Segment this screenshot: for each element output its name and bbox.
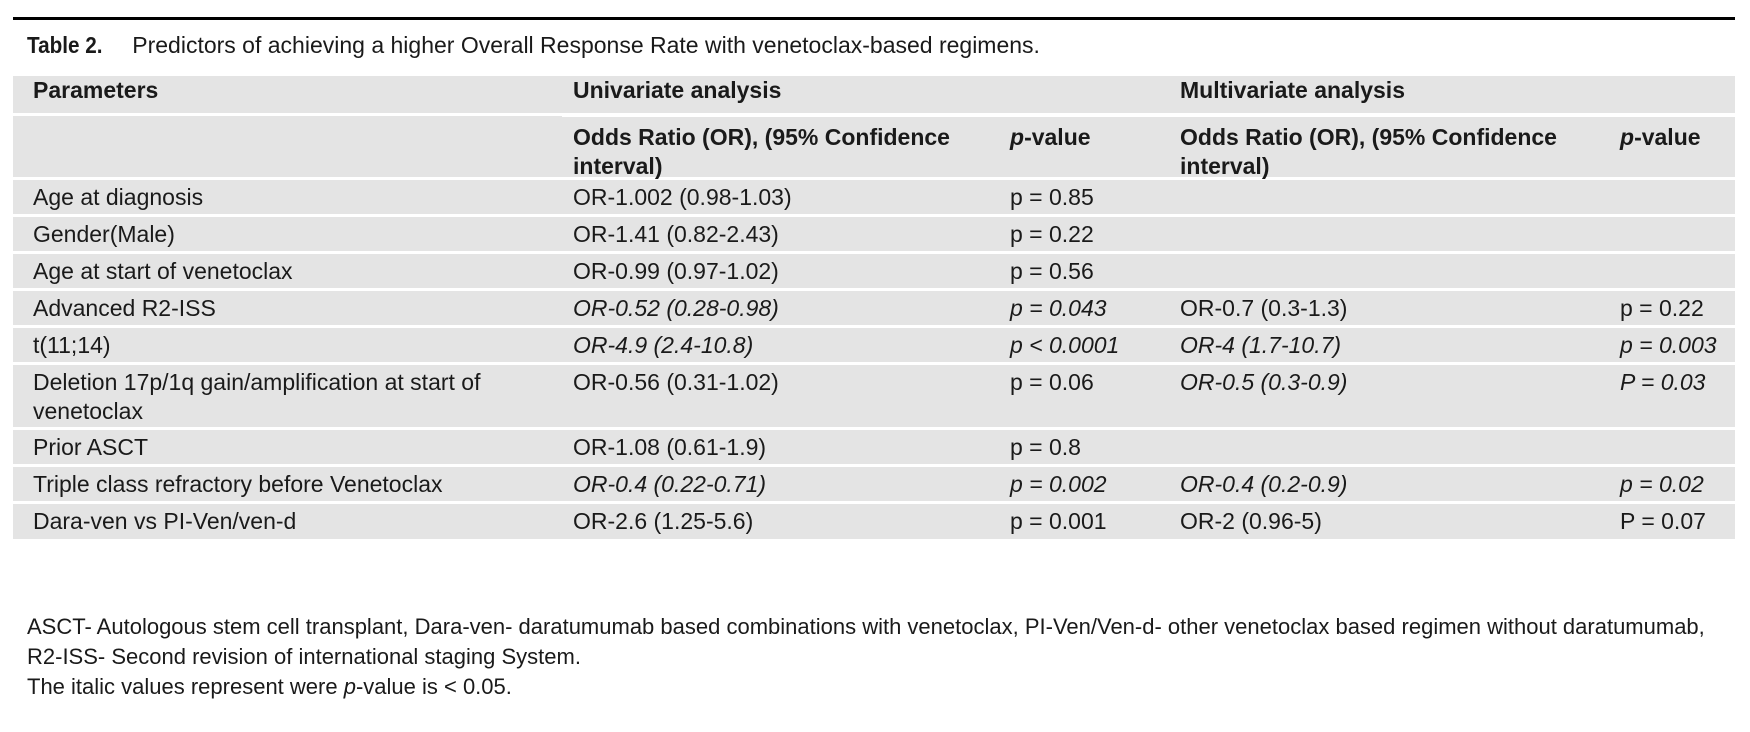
footnote-note-p: p — [343, 674, 356, 699]
row-multi-or: OR-0.4 (0.2-0.9) — [1180, 471, 1348, 497]
header-multi-p: p-value — [1620, 123, 1735, 152]
row-multi-p: P = 0.07 — [1620, 508, 1706, 534]
row-uni-or: OR-0.56 (0.31-1.02) — [573, 369, 779, 395]
row-multi-p: p = 0.003 — [1620, 332, 1717, 358]
row-multi-p: P = 0.03 — [1620, 369, 1706, 395]
table-title: Predictors of achieving a higher Overall… — [132, 32, 1040, 58]
footnote-note-end: -value is < 0.05. — [355, 674, 512, 699]
predictors-table: Parameters Univariate analysis Multivari… — [13, 76, 1735, 539]
row-uni-or: OR-1.08 (0.61-1.9) — [573, 434, 767, 460]
row-uni-or: OR-0.52 (0.28-0.98) — [573, 295, 779, 321]
row-multi-or: OR-0.5 (0.3-0.9) — [1180, 369, 1348, 395]
row-parameter: Triple class refractory before Venetocla… — [33, 471, 443, 497]
table-label: Table 2. — [27, 32, 103, 58]
row-multi-or: OR-2 (0.96-5) — [1180, 508, 1322, 534]
row-uni-p: p = 0.002 — [1010, 471, 1107, 497]
row-uni-p: p = 0.85 — [1010, 184, 1094, 210]
row-parameter: t(11;14) — [33, 332, 111, 358]
row-uni-or: OR-0.99 (0.97-1.02) — [573, 258, 779, 284]
row-parameter: Age at diagnosis — [33, 184, 204, 210]
header-row-columns: Odds Ratio (OR), (95% Confidence interva… — [13, 113, 1735, 180]
row-uni-or: OR-1.41 (0.82-2.43) — [573, 221, 779, 247]
row-uni-p: p = 0.22 — [1010, 221, 1094, 247]
row-uni-or: OR-1.002 (0.98-1.03) — [573, 184, 792, 210]
header-uni-p-italic: p — [1010, 124, 1025, 150]
header-multi-p-italic: p — [1620, 124, 1635, 150]
header-multi-p-rest: -value — [1634, 124, 1701, 150]
row-parameter: Advanced R2-ISS — [33, 295, 216, 321]
footnote-note-start: The italic values represent were — [27, 674, 344, 699]
footnote-abbreviations: ASCT- Autologous stem cell transplant, D… — [27, 614, 1705, 669]
row-uni-or: OR-2.6 (1.25-5.6) — [573, 508, 754, 534]
header-multivariate: Multivariate analysis — [1180, 77, 1405, 103]
table-row: Advanced R2-ISS OR-0.52 (0.28-0.98) p = … — [13, 291, 1735, 328]
row-parameter: Age at start of venetoclax — [33, 258, 293, 284]
header-parameters: Parameters — [33, 77, 159, 103]
header-uni-p: p-value — [1010, 123, 1160, 152]
row-uni-or: OR-4.9 (2.4-10.8) — [573, 332, 754, 358]
table-row: Age at start of venetoclax OR-0.99 (0.97… — [13, 254, 1735, 291]
row-multi-p: p = 0.02 — [1620, 471, 1704, 497]
table-caption: Table 2. Predictors of achieving a highe… — [27, 30, 1040, 61]
row-parameter: Dara-ven vs PI-Ven/ven-d — [33, 508, 297, 534]
row-multi-p: p = 0.22 — [1620, 295, 1704, 321]
header-univariate: Univariate analysis — [573, 77, 782, 103]
top-rule — [13, 17, 1735, 20]
row-parameter: Gender(Male) — [33, 221, 175, 247]
table-row: Age at diagnosis OR-1.002 (0.98-1.03) p … — [13, 180, 1735, 217]
header-multi-or: Odds Ratio (OR), (95% Confidence interva… — [1180, 124, 1557, 179]
table-row: Triple class refractory before Venetocla… — [13, 467, 1735, 504]
row-uni-p: p = 0.06 — [1010, 369, 1094, 395]
row-uni-p: p = 0.001 — [1010, 508, 1107, 534]
table-footnote: ASCT- Autologous stem cell transplant, D… — [27, 612, 1727, 702]
table-row: t(11;14) OR-4.9 (2.4-10.8) p < 0.0001 OR… — [13, 328, 1735, 365]
table-row: Deletion 17p/1q gain/amplification at st… — [13, 365, 1735, 430]
row-parameter: Prior ASCT — [33, 434, 149, 460]
row-multi-or: OR-4 (1.7-10.7) — [1180, 332, 1342, 358]
row-uni-p: p = 0.56 — [1010, 258, 1094, 284]
header-uni-p-rest: -value — [1024, 124, 1091, 150]
row-parameter: Deletion 17p/1q gain/amplification at st… — [33, 369, 481, 424]
row-uni-p: p < 0.0001 — [1010, 332, 1120, 358]
row-uni-p: p = 0.8 — [1010, 434, 1081, 460]
subheader-divider — [562, 113, 1735, 117]
row-multi-or: OR-0.7 (0.3-1.3) — [1180, 295, 1348, 321]
row-uni-or: OR-0.4 (0.22-0.71) — [573, 471, 767, 497]
header-row-groups: Parameters Univariate analysis Multivari… — [13, 76, 1735, 116]
table-row: Gender(Male) OR-1.41 (0.82-2.43) p = 0.2… — [13, 217, 1735, 254]
table-row: Prior ASCT OR-1.08 (0.61-1.9) p = 0.8 — [13, 430, 1735, 467]
table-row: Dara-ven vs PI-Ven/ven-d OR-2.6 (1.25-5.… — [13, 504, 1735, 539]
header-uni-or: Odds Ratio (OR), (95% Confidence interva… — [573, 124, 950, 179]
footnote-italic-note: The italic values represent were p-value… — [27, 672, 1727, 702]
row-uni-p: p = 0.043 — [1010, 295, 1107, 321]
